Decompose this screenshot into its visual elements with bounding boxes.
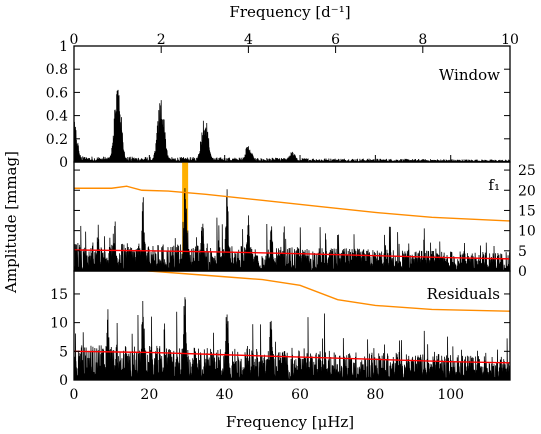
f1-panel: 0 5 10 15 20 25 f₁ (73, 161, 536, 280)
panel-2-noise-curve (74, 350, 510, 364)
panel-0-ytick-label-4: 0.8 (46, 62, 68, 78)
bottom-axis-title: Frequency [μHz] (226, 413, 354, 431)
bottom-tick-label-4: 80 (366, 387, 384, 403)
bottom-tick-label-0: 0 (70, 387, 79, 403)
top-axis-title: Frequency [d⁻¹] (229, 3, 350, 21)
panel-0-ytick-label-0: 0 (59, 155, 68, 171)
bottom-tick-label-2: 40 (216, 387, 234, 403)
panel-1-ytick-label-2: 10 (518, 224, 536, 240)
panel-1-noise-curve (74, 249, 510, 260)
panel-0-frame (73, 45, 511, 163)
panel-0-ytick-label-5: 1 (59, 39, 68, 55)
panel-0-plot-area (74, 89, 510, 162)
panel-0-ytick-label-1: 0.2 (46, 132, 68, 148)
panel-1-ytick-label-4: 20 (518, 183, 536, 199)
panel-1-ytick-label-1: 5 (518, 244, 527, 260)
top-tick-label-0: 0 (70, 32, 79, 48)
panel-2-significance-curve (141, 271, 510, 312)
panel-2-ytick-label-0: 0 (59, 373, 68, 389)
bottom-tick-label-5: 100 (437, 387, 464, 403)
panel-1-ytick-label-3: 15 (518, 203, 536, 219)
panel-1-spectrum (74, 188, 510, 271)
panel-0-label: Window (439, 66, 500, 84)
residuals-panel: 0 5 10 15 Residuals (50, 270, 511, 389)
panel-2-label: Residuals (427, 285, 500, 303)
panel-0-ytick-label-2: 0.4 (46, 109, 68, 125)
panel-1-plot-area (74, 162, 510, 271)
top-tick-label-3: 6 (331, 32, 340, 48)
panel-2-ytick-label-3: 15 (50, 287, 68, 303)
panel-1-ytick-label-5: 25 (518, 163, 536, 179)
top-tick-label-1: 2 (157, 32, 166, 48)
panel-0-ytick-label-3: 0.6 (46, 85, 68, 101)
panel-1-label: f₁ (488, 176, 500, 194)
top-axis-ticks: 0 2 4 6 8 10 (70, 32, 519, 48)
y-axis-title: Amplitude [mmag] (2, 151, 20, 294)
panel-1-ytick-label-0: 0 (518, 264, 527, 280)
panel-2-plot-area (74, 271, 510, 380)
panel-0-spectrum (74, 89, 510, 162)
bottom-tick-label-3: 60 (291, 387, 309, 403)
panel-2-spectrum (74, 297, 510, 380)
bottom-axis-ticks: 0 20 40 60 80 100 (70, 387, 465, 403)
panel-2-ytick-label-2: 10 (50, 316, 68, 332)
top-tick-label-2: 4 (244, 32, 253, 48)
top-tick-label-5: 10 (501, 32, 519, 48)
panel-2-frame (73, 270, 511, 381)
window-panel: 0 0.2 0.4 0.6 0.8 1 Window (46, 39, 511, 171)
top-tick-label-4: 8 (418, 32, 427, 48)
panel-2-ytick-label-1: 5 (59, 344, 68, 360)
panel-1-significance-curve (74, 185, 510, 222)
bottom-tick-label-1: 20 (140, 387, 158, 403)
